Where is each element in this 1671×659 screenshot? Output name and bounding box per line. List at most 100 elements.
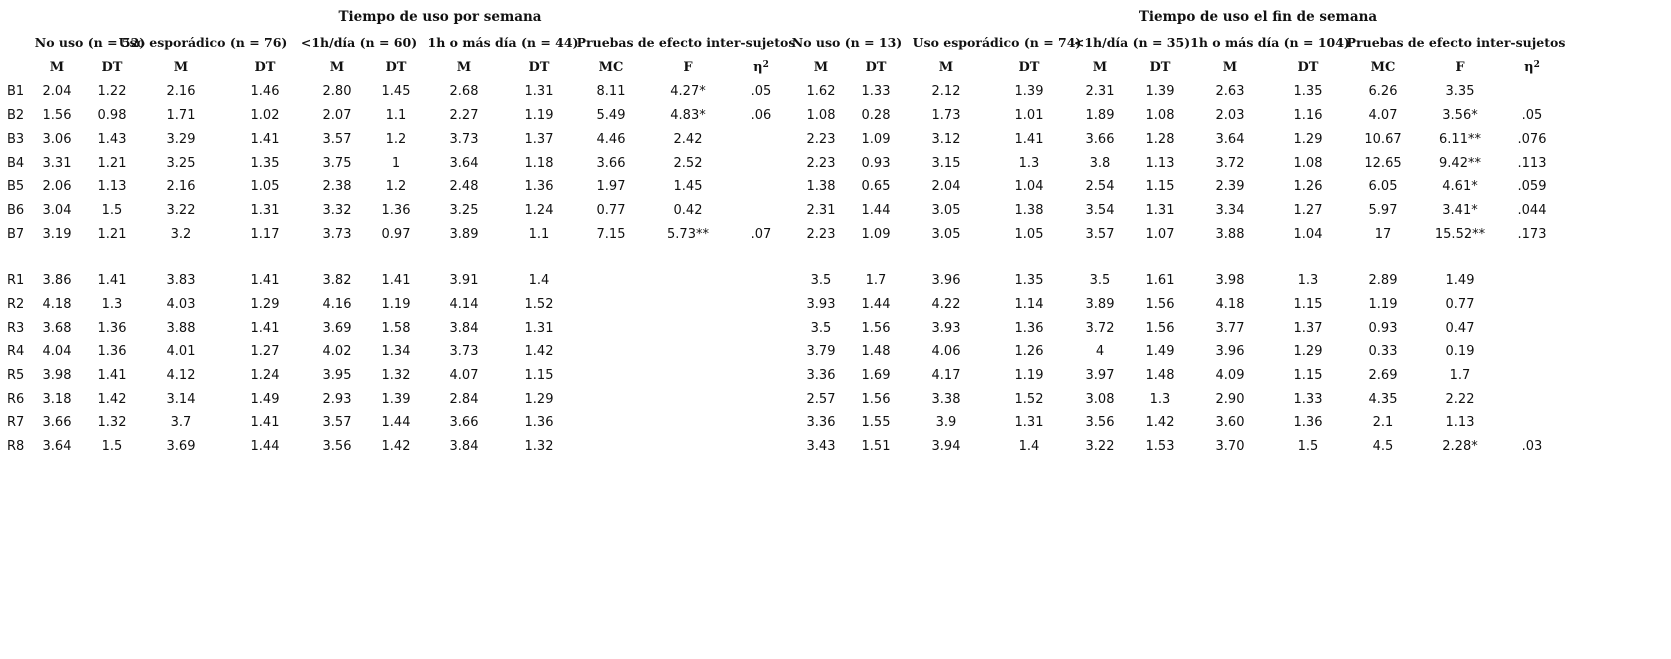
- row-label: R4: [7, 344, 25, 359]
- table-cell: 4.02: [322, 344, 352, 359]
- table-cell: 1.56: [42, 108, 72, 123]
- table-cell: 1.32: [524, 439, 554, 454]
- table-cell: 1.15: [1145, 179, 1175, 194]
- table-cell: 1.22: [97, 84, 127, 99]
- table-cell: 3.06: [42, 132, 72, 147]
- table-cell: 1.36: [524, 415, 554, 430]
- column-header-text: M: [456, 60, 472, 75]
- table-cell: 1.5: [101, 439, 123, 454]
- table-cell: 3.98: [42, 368, 72, 383]
- table-cell: .076: [1517, 132, 1547, 147]
- table-cell: 3.73: [449, 132, 479, 147]
- table-cell: 2.54: [1085, 179, 1115, 194]
- table-cell: 3.82: [322, 273, 352, 288]
- table-cell: 1.04: [1014, 179, 1044, 194]
- table-cell: 1.41: [250, 132, 280, 147]
- table-cell: 7.15: [596, 227, 626, 242]
- table-cell: 1.44: [250, 439, 280, 454]
- table-cell: 1.28: [1145, 132, 1175, 147]
- table-cell: 3.54: [1085, 203, 1115, 218]
- table-cell: 4.18: [1215, 297, 1245, 312]
- table-cell: 2.52: [673, 156, 703, 171]
- table-cell: 1.31: [1145, 203, 1175, 218]
- table-cell: 3.38: [931, 392, 961, 407]
- column-header-text: DT: [1149, 60, 1171, 75]
- row-label: R1: [7, 273, 25, 288]
- table-cell: 1.18: [524, 156, 554, 171]
- table-cell: 0.93: [1368, 321, 1398, 336]
- column-header-text: M: [938, 60, 954, 75]
- table-cell: 1.3: [1149, 392, 1171, 407]
- column-header: M: [50, 59, 64, 77]
- table-cell: 1.3: [1297, 273, 1319, 288]
- table-cell: 1.45: [381, 84, 411, 99]
- table-cell: 1.7: [1449, 368, 1471, 383]
- table-cell: 2.22: [1445, 392, 1475, 407]
- table-cell: 1.44: [381, 415, 411, 430]
- table-cell: 4.03: [166, 297, 196, 312]
- table-cell: 2.23: [806, 227, 836, 242]
- table-cell: 1.41: [97, 368, 127, 383]
- row-label: B2: [7, 108, 25, 123]
- column-header-text: MC: [598, 60, 624, 75]
- table-cell: 3.64: [449, 156, 479, 171]
- table-cell: .044: [1517, 203, 1547, 218]
- table-cell: 1.08: [806, 108, 836, 123]
- table-cell: 5.49: [596, 108, 626, 123]
- table-cell: 2.16: [166, 179, 196, 194]
- table-cell: 1.42: [97, 392, 127, 407]
- table-cell: 3.89: [449, 227, 479, 242]
- table-cell: 1.14: [1014, 297, 1044, 312]
- subgroup-header-weekend: <1h/día (n = 35): [1073, 35, 1191, 50]
- table-cell: 3.57: [1085, 227, 1115, 242]
- table-cell: 3.75: [322, 156, 352, 171]
- column-header: M: [330, 59, 344, 77]
- table-cell: 1.39: [1014, 84, 1044, 99]
- table-cell: 3.68: [42, 321, 72, 336]
- table-cell: 3.91: [449, 273, 479, 288]
- table-cell: 1.19: [1368, 297, 1398, 312]
- table-cell: 3.86: [42, 273, 72, 288]
- table-cell: 1.44: [861, 203, 891, 218]
- table-cell: 3.05: [931, 227, 961, 242]
- table-cell: 3.96: [1215, 344, 1245, 359]
- table-cell: 3.95: [322, 368, 352, 383]
- table-cell: .05: [750, 84, 772, 99]
- table-cell: 3.5: [810, 273, 832, 288]
- row-label: R7: [7, 415, 25, 430]
- table-cell: 3.31: [42, 156, 72, 171]
- table-cell: 4.5: [1372, 439, 1394, 454]
- table-cell: .06: [750, 108, 772, 123]
- table-cell: 3.66: [596, 156, 626, 171]
- table-cell: 1.62: [806, 84, 836, 99]
- table-cell: 1.27: [1293, 203, 1323, 218]
- table-cell: 1.24: [524, 203, 554, 218]
- table-cell: 1.41: [97, 273, 127, 288]
- table-cell: 4.35: [1368, 392, 1398, 407]
- table-cell: 5.97: [1368, 203, 1398, 218]
- table-cell: 2.04: [42, 84, 72, 99]
- table-cell: .07: [750, 227, 772, 242]
- column-header: M: [1093, 59, 1107, 77]
- table-cell: 1.56: [1145, 321, 1175, 336]
- table-cell: 4.09: [1215, 368, 1245, 383]
- table-cell: 1.04: [1293, 227, 1323, 242]
- table-cell: 3.12: [931, 132, 961, 147]
- table-cell: 1.41: [381, 273, 411, 288]
- row-label: R5: [7, 368, 25, 383]
- table-cell: 1.89: [1085, 108, 1115, 123]
- table-cell: 0.33: [1368, 344, 1398, 359]
- table-cell: 10.67: [1364, 132, 1402, 147]
- table-cell: 1.73: [931, 108, 961, 123]
- table-cell: 1.41: [250, 415, 280, 430]
- table-cell: 12.65: [1364, 156, 1402, 171]
- table-cell: 3.97: [1085, 368, 1115, 383]
- table-cell: 1.08: [1145, 108, 1175, 123]
- table-cell: 3.84: [449, 439, 479, 454]
- table-cell: 3.93: [931, 321, 961, 336]
- table-cell: 1.17: [250, 227, 280, 242]
- table-cell: 3.22: [166, 203, 196, 218]
- table-cell: 4.07: [449, 368, 479, 383]
- table-cell: 4.06: [931, 344, 961, 359]
- table-cell: 3.72: [1085, 321, 1115, 336]
